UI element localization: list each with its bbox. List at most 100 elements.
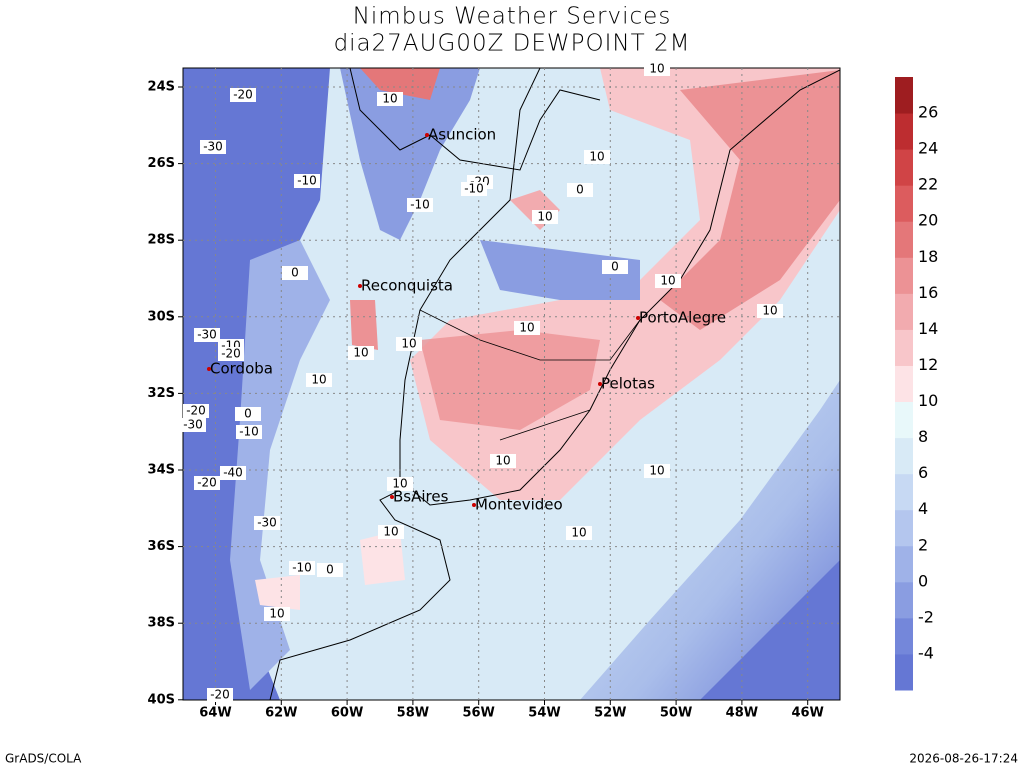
colorbar-box: [895, 581, 913, 619]
contour-label: 0: [244, 407, 252, 421]
lat-label: 34S: [148, 463, 175, 478]
colorbar-label: 2: [918, 535, 928, 554]
colorbar-box: [895, 509, 913, 547]
contour-label: 10: [392, 477, 407, 491]
colorbar-box: [895, 365, 913, 403]
colorbar-box: [895, 329, 913, 366]
colorbar-label: 26: [918, 103, 938, 122]
contour-label-bg: [378, 525, 404, 539]
contour-label: 10: [401, 337, 416, 351]
lon-label: 54W: [528, 706, 560, 721]
contour-label-bg: [194, 328, 220, 342]
lon-label: 52W: [594, 706, 626, 721]
city-label: Montevideo: [475, 496, 563, 514]
contour-label-bg: [282, 266, 308, 280]
contour-label-bg: [294, 174, 320, 188]
colorbar-box: [895, 293, 913, 330]
lon-label: 64W: [199, 706, 231, 721]
city-label: PortoAlegre: [639, 309, 726, 327]
footer-left: GrADS/COLA: [5, 752, 82, 766]
lat-label: 24S: [148, 80, 175, 95]
contour-label: 10: [660, 274, 675, 288]
colorbar-box: [895, 653, 913, 691]
lon-label: 50W: [660, 706, 692, 721]
plot-frame: [182, 67, 841, 701]
contour-label: -10: [464, 182, 484, 196]
contour-label: 10: [311, 373, 326, 387]
contour-label: -10: [239, 425, 259, 439]
contour-label: -40: [223, 466, 243, 480]
contour-label-bg: [254, 516, 280, 530]
contour-label: 10: [495, 454, 510, 468]
lat-label: 40S: [148, 692, 175, 707]
contour-label-bg: [532, 210, 558, 224]
city-marker: [636, 316, 640, 320]
city-label: Reconquista: [361, 277, 453, 295]
contour-label: 10: [383, 525, 398, 539]
contour-label: -30: [257, 516, 277, 530]
contour-label: -10: [297, 174, 317, 188]
contour-label-bg: [183, 404, 209, 418]
contour-label: 10: [589, 150, 604, 164]
colorbar-label: 22: [918, 175, 938, 194]
contour-label-bg: [377, 92, 403, 106]
contour-label: -20: [210, 688, 230, 702]
contour-label-bg: [655, 274, 681, 288]
contour-label: 10: [649, 464, 664, 478]
lat-label: 26S: [148, 156, 175, 171]
field: [183, 68, 840, 700]
contour-label-bg: [644, 62, 670, 76]
contour-label-bg: [514, 321, 540, 335]
contour-label: -20: [197, 476, 217, 490]
colorbar-box: [895, 221, 913, 258]
contour-label: 10: [519, 321, 534, 335]
colorbar-label: 6: [918, 463, 928, 482]
contour-label-bg: [387, 477, 413, 491]
contour-label: -20: [221, 347, 241, 361]
contour-label-bg: [757, 304, 783, 318]
contour-label-bg: [317, 563, 343, 577]
contour-label-bg: [348, 346, 374, 360]
city-marker: [390, 495, 394, 499]
contour-label-bg: [289, 561, 315, 575]
contour-label-bg: [644, 464, 670, 478]
contour-label-bg: [230, 88, 256, 102]
colorbar-box: [895, 545, 913, 583]
contour-label-bg: [220, 466, 246, 480]
colorbar-label: 24: [918, 139, 938, 158]
colorbar-label: 4: [918, 499, 928, 518]
colorbar-label: -4: [918, 643, 934, 662]
colorbar-label: -2: [918, 607, 934, 626]
contour-label-bg: [194, 476, 220, 490]
city-marker: [358, 284, 362, 288]
city-marker: [425, 133, 429, 137]
colorbar-box: [895, 257, 913, 294]
lat-label: 28S: [148, 233, 175, 248]
contour-label-bg: [584, 150, 610, 164]
colorbar-box: [895, 473, 913, 511]
colorbar-box: [895, 437, 913, 475]
contour-label-bg: [207, 688, 233, 702]
contour-label: 10: [353, 346, 368, 360]
colorbar-box: [895, 401, 913, 439]
contour-label: 10: [382, 92, 397, 106]
contour-label: 10: [762, 304, 777, 318]
city-marker: [207, 367, 211, 371]
contour-label-bg: [218, 347, 244, 361]
subtitle: dia27AUG00Z DEWPOINT 2M: [334, 31, 691, 57]
lat-label: 38S: [148, 616, 175, 631]
contour-label-bg: [306, 373, 332, 387]
contour-label: -30: [197, 328, 217, 342]
colorbar-box: [895, 77, 913, 114]
lon-label: 48W: [726, 706, 758, 721]
city-marker: [472, 503, 476, 507]
contour-label: 10: [649, 62, 664, 76]
lon-label: 60W: [331, 706, 363, 721]
city-label: Cordoba: [210, 360, 273, 378]
colorbar-label: 20: [918, 211, 938, 230]
contour-label-bg: [567, 183, 593, 197]
lon-label: 58W: [397, 706, 429, 721]
lat-label: 30S: [148, 309, 175, 324]
